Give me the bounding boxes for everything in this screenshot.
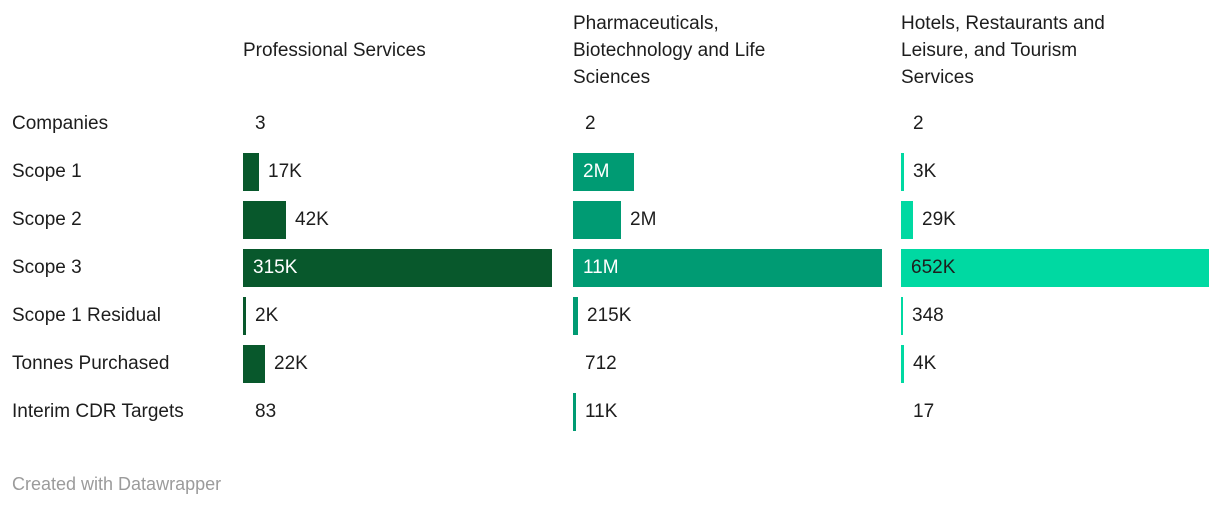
value-label: 3K (913, 161, 937, 182)
value-label: 2 (585, 113, 596, 134)
value-cell: 17 (901, 388, 1220, 436)
table-row: Companies 3 2 2 (0, 100, 1220, 148)
value-cell: 712 (573, 340, 901, 388)
value-cell: 3K (901, 148, 1220, 196)
value-label: 4K (913, 353, 937, 374)
value-cell: 83 (243, 388, 573, 436)
header-row: Professional Services Pharmaceuticals, B… (0, 0, 1220, 100)
value-bar (901, 297, 903, 335)
value-label: 42K (295, 209, 329, 230)
value-cell: 4K (901, 340, 1220, 388)
value-label: 11M (583, 257, 619, 278)
datawrapper-credit[interactable]: Created with Datawrapper (12, 474, 222, 494)
value-cell: 2 (573, 100, 901, 148)
value-cell: 11M (573, 244, 901, 292)
value-cell: 3 (243, 100, 573, 148)
column-header-professional-services: Professional Services (243, 39, 426, 61)
value-bar (573, 393, 576, 431)
table-row: Tonnes Purchased 22K 712 4K (0, 340, 1220, 388)
column-header-pharmaceuticals: Pharmaceuticals, Biotechnology and Life … (573, 12, 766, 88)
value-label: 215K (587, 305, 632, 326)
value-label: 11K (585, 401, 618, 422)
value-bar: 315K (243, 249, 552, 287)
value-label: 2M (630, 209, 657, 230)
value-label: 22K (274, 353, 308, 374)
row-label: Scope 2 (12, 209, 82, 230)
value-bar: 2M (573, 153, 634, 191)
value-cell: 11K (573, 388, 901, 436)
value-label: 315K (253, 257, 298, 278)
row-label: Scope 3 (12, 257, 82, 278)
value-bar (243, 297, 246, 335)
value-label: 17 (913, 401, 935, 422)
value-bar (243, 201, 286, 239)
row-label: Companies (12, 113, 109, 134)
row-label: Tonnes Purchased (12, 353, 170, 374)
value-label: 83 (255, 401, 277, 422)
table-row: Scope 1 Residual 2K 215K 348 (0, 292, 1220, 340)
value-cell: 22K (243, 340, 573, 388)
value-cell: 315K (243, 244, 573, 292)
value-label: 29K (922, 209, 956, 230)
value-bar: 11M (573, 249, 882, 287)
value-cell: 2K (243, 292, 573, 340)
value-label: 348 (912, 305, 944, 326)
row-label: Scope 1 Residual (12, 305, 161, 326)
table-row: Scope 1 17K 2M 3K (0, 148, 1220, 196)
value-cell: 652K (901, 244, 1220, 292)
value-bar (573, 297, 578, 335)
value-cell: 17K (243, 148, 573, 196)
value-bar (243, 345, 265, 383)
row-label: Scope 1 (12, 161, 82, 182)
value-label: 3 (255, 113, 266, 134)
value-bar (901, 153, 904, 191)
value-bar (573, 201, 621, 239)
table-row: Scope 3 315K 11M 652K (0, 244, 1220, 292)
value-cell: 2M (573, 148, 901, 196)
value-cell: 2M (573, 196, 901, 244)
value-label: 17K (268, 161, 302, 182)
value-label: 712 (585, 353, 617, 374)
value-bar: 652K (901, 249, 1209, 287)
value-cell: 215K (573, 292, 901, 340)
value-label: 2M (583, 161, 610, 182)
value-cell: 2 (901, 100, 1220, 148)
value-bar (243, 153, 259, 191)
value-cell: 348 (901, 292, 1220, 340)
table-row: Interim CDR Targets 83 11K 17 (0, 388, 1220, 436)
value-cell: 29K (901, 196, 1220, 244)
table-row: Scope 2 42K 2M 29K (0, 196, 1220, 244)
value-label: 652K (911, 257, 956, 278)
value-bar (901, 201, 913, 239)
value-bar (901, 345, 904, 383)
table-body: Companies 3 2 2 Scope 1 17K 2M 3K Scope 2 42K 2M 29… (0, 100, 1220, 436)
row-label: Interim CDR Targets (12, 401, 184, 422)
value-label: 2K (255, 305, 279, 326)
column-header-hotels: Hotels, Restaurants and Leisure, and Tou… (901, 12, 1105, 88)
value-label: 2 (913, 113, 924, 134)
value-cell: 42K (243, 196, 573, 244)
